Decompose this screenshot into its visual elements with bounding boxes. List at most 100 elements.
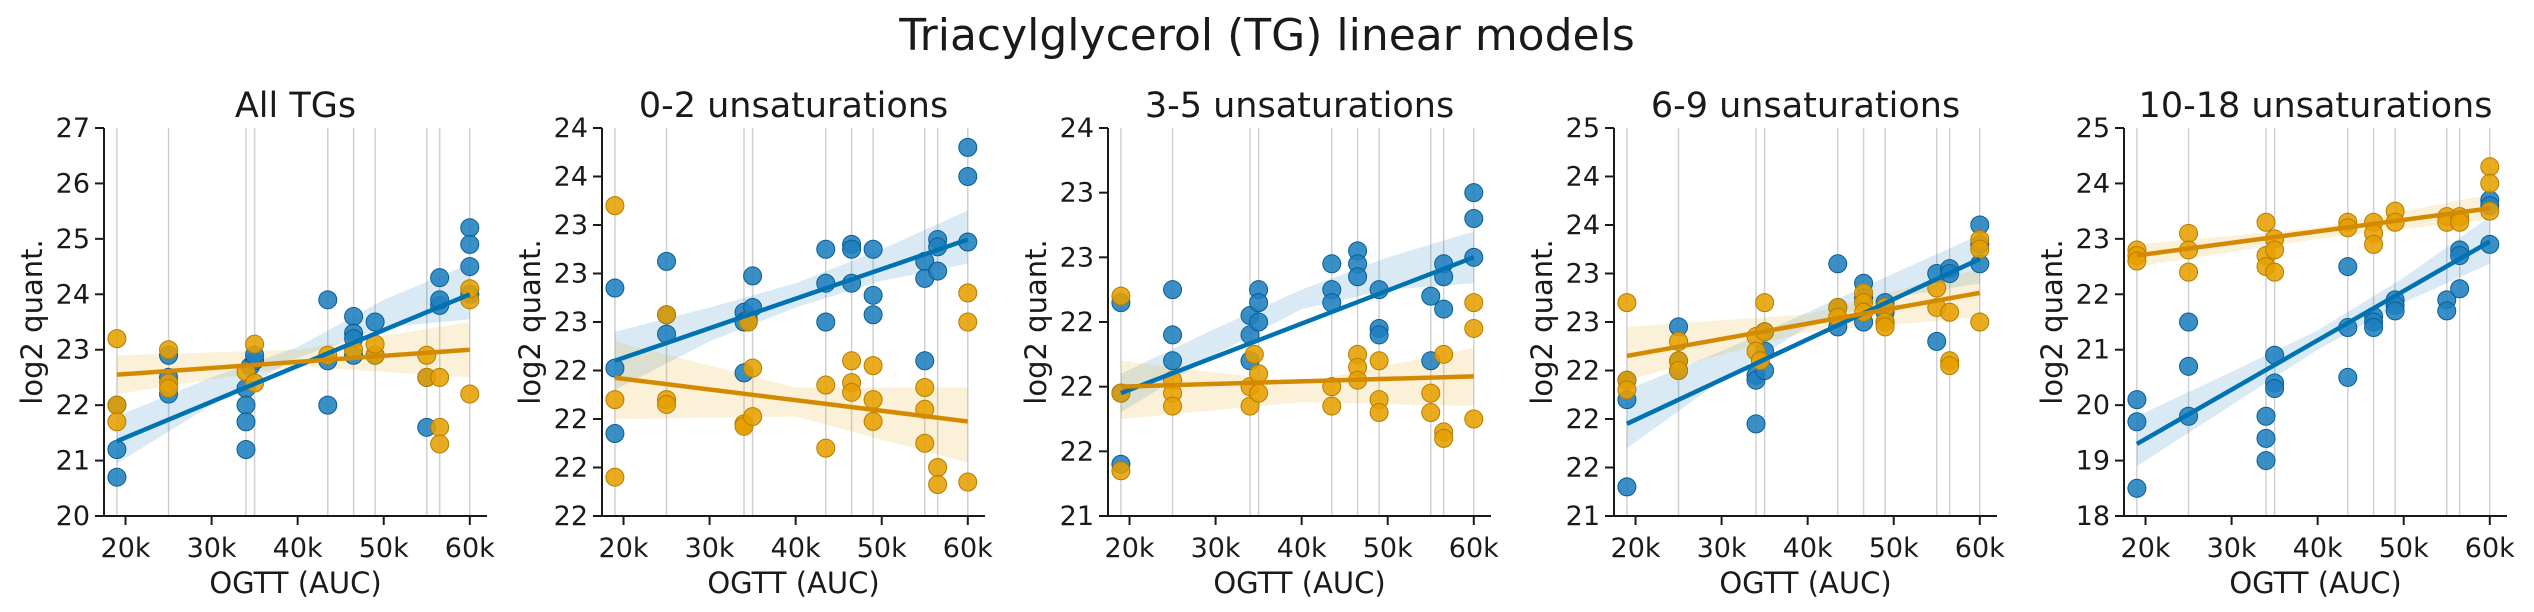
y-axis-label: log2 quant. — [2035, 239, 2069, 404]
point-blue-17 — [2364, 318, 2384, 338]
point-blue-22 — [2437, 301, 2457, 321]
x-tick-label: 60k — [1449, 533, 1499, 564]
x-axis-label: OGTT (AUC) — [1719, 566, 1891, 600]
x-tick-label: 30k — [1697, 533, 1747, 564]
point-orange-10 — [743, 407, 763, 427]
point-orange-20 — [1421, 403, 1441, 423]
point-orange-0 — [1111, 286, 1131, 306]
y-tick-label: 22 — [56, 390, 90, 421]
y-tick-label: 23 — [56, 335, 90, 366]
y-tick-label: 23 — [1060, 242, 1094, 273]
panel-0: 20 21 22 23 24 25 26 27 20k 30k 40k 50k 60k All TGs OG… — [15, 86, 495, 600]
point-orange-16 — [863, 356, 883, 376]
y-tick-label: 22 — [554, 453, 588, 484]
x-tick-label: 50k — [359, 533, 409, 564]
point-blue-20 — [1369, 325, 1389, 345]
point-orange-23 — [2480, 157, 2500, 177]
x-tick-label: 40k — [771, 533, 821, 564]
point-orange-23 — [1940, 302, 1960, 322]
point-orange-19 — [1421, 383, 1441, 403]
x-tick-label: 50k — [1363, 533, 1413, 564]
point-blue-19 — [863, 285, 883, 305]
point-orange-18 — [863, 411, 883, 431]
point-blue-2 — [2127, 478, 2147, 498]
panel-title: All TGs — [235, 86, 356, 126]
point-blue-10 — [743, 266, 763, 286]
x-axis-label: OGTT (AUC) — [707, 566, 879, 600]
point-orange-9 — [1755, 293, 1775, 313]
x-axis-label: OGTT (AUC) — [1213, 566, 1385, 600]
y-tick-label: 24 — [1566, 162, 1600, 193]
point-orange-18 — [1369, 403, 1389, 423]
x-tick-label: 40k — [2293, 533, 2343, 564]
ci-band-orange — [614, 341, 968, 463]
point-orange-2 — [605, 467, 625, 487]
y-tick-label: 22 — [2076, 279, 2110, 310]
point-blue-21 — [1421, 286, 1441, 306]
point-blue-1 — [107, 439, 127, 459]
point-orange-26 — [958, 472, 978, 492]
x-tick-label: 30k — [685, 533, 735, 564]
point-orange-10 — [2265, 240, 2285, 260]
point-orange-3 — [2179, 223, 2199, 243]
x-tick-label: 30k — [2207, 533, 2257, 564]
ci-band-blue — [116, 263, 470, 464]
point-orange-18 — [1875, 317, 1895, 337]
point-orange-2 — [1617, 380, 1637, 400]
y-tick-label: 22 — [554, 356, 588, 387]
point-blue-16 — [344, 306, 364, 326]
panel-2: 21 22 22 22 23 23 24 20k 30k 40k 50k 60k 3-5 unsatur… — [1019, 86, 1499, 600]
point-blue-2 — [107, 467, 127, 487]
point-blue-28 — [1464, 247, 1484, 267]
figure-title: Triacylglycerol (TG) linear models — [898, 10, 1635, 61]
point-blue-9 — [236, 439, 256, 459]
point-orange-22 — [928, 458, 948, 477]
point-orange-22 — [2450, 212, 2470, 232]
y-tick-label: 24 — [1060, 113, 1094, 144]
point-blue-12 — [816, 239, 836, 259]
panel-title: 10-18 unsaturations — [2139, 86, 2493, 126]
regression-line-blue — [116, 292, 471, 444]
point-orange-19 — [915, 377, 935, 397]
point-blue-3 — [657, 251, 677, 271]
y-tick-label: 22 — [1060, 436, 1094, 467]
point-orange-25 — [1464, 318, 1484, 338]
point-blue-4 — [1163, 325, 1183, 345]
y-tick-label: 24 — [56, 279, 90, 310]
point-orange-11 — [816, 375, 836, 395]
regression-line-blue — [2135, 239, 2491, 446]
point-blue-27 — [958, 137, 978, 157]
point-orange-5 — [2179, 262, 2199, 282]
ci-band-blue — [1120, 231, 1474, 413]
point-orange-15 — [430, 417, 450, 437]
point-blue-14 — [816, 312, 836, 332]
x-tick-label: 20k — [599, 533, 649, 564]
point-blue-5 — [1163, 351, 1183, 371]
y-tick-label: 22 — [1060, 307, 1094, 338]
x-tick-label: 40k — [1783, 533, 1833, 564]
regression-line-orange — [2136, 206, 2491, 258]
y-tick-label: 19 — [2076, 446, 2110, 477]
point-orange-17 — [430, 367, 450, 387]
y-tick-label: 23 — [554, 259, 588, 290]
point-blue-20 — [863, 305, 883, 325]
regression-line-orange — [116, 347, 470, 377]
point-orange-2 — [107, 412, 127, 432]
point-orange-16 — [430, 434, 450, 454]
x-tick-label: 50k — [1869, 533, 1919, 564]
point-blue-14 — [2338, 367, 2358, 387]
point-blue-12 — [1322, 254, 1342, 274]
panel-title: 6-9 unsaturations — [1651, 86, 1960, 126]
y-tick-label: 22 — [1566, 404, 1600, 435]
point-orange-22 — [1940, 356, 1960, 376]
point-orange-10 — [1249, 383, 1269, 403]
y-tick-label: 23 — [2076, 224, 2110, 255]
y-tick-label: 24 — [554, 162, 588, 193]
point-blue-15 — [318, 395, 338, 415]
point-blue-12 — [1828, 254, 1848, 274]
y-tick-label: 23 — [554, 307, 588, 338]
point-orange-3 — [657, 305, 677, 325]
point-blue-25 — [430, 268, 450, 288]
point-blue-6 — [2256, 406, 2276, 426]
regression-line-orange — [1120, 374, 1474, 389]
